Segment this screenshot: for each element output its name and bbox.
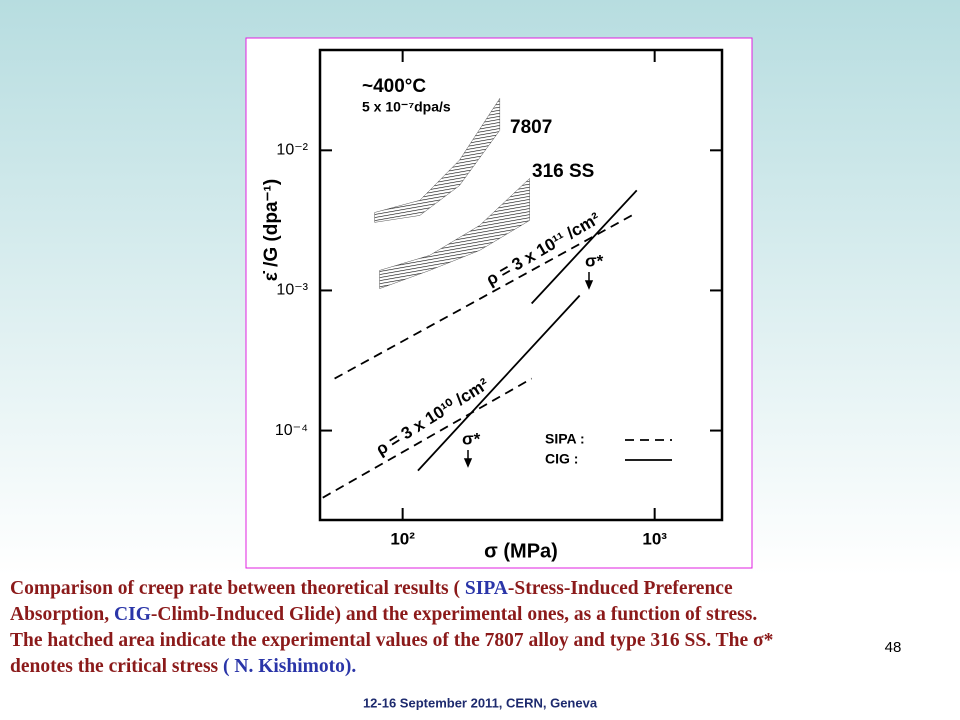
legend-label: CIG : <box>545 451 578 467</box>
caption-segment: -Stress-Induced Preference <box>508 578 733 599</box>
annotation: 7807 <box>510 117 552 138</box>
caption: Comparison of creep rate between theoret… <box>10 578 773 677</box>
hatched-band <box>379 177 530 290</box>
x-tick-label: 10³ <box>642 529 667 548</box>
y-tick-label: 10⁻⁴ <box>275 422 308 439</box>
caption-line: Absorption, CIG-Climb-Induced Glide) and… <box>10 604 757 625</box>
x-axis-label: σ (MPa) <box>484 540 558 562</box>
line-series <box>322 214 633 499</box>
caption-line: Comparison of creep rate between theoret… <box>10 578 733 599</box>
y-tick-label: 10⁻³ <box>276 282 308 299</box>
caption-segment: Absorption, <box>10 604 114 625</box>
caption-line: denotes the critical stress ( N. Kishimo… <box>10 656 356 677</box>
annotation: 5 x 10⁻⁷dpa/s <box>362 99 451 115</box>
caption-line: The hatched area indicate the experiment… <box>10 630 773 651</box>
arrow <box>584 272 594 290</box>
caption-segment: The hatched area indicate the experiment… <box>10 630 773 651</box>
annotation: σ* <box>585 251 604 270</box>
line-series <box>417 189 638 472</box>
caption-segment: SIPA <box>465 578 508 599</box>
hatched-band <box>374 97 501 223</box>
caption-segment: -Climb-Induced Glide) and the experiment… <box>151 604 757 625</box>
annotation: 316 SS <box>532 161 594 182</box>
caption-segment: denotes the critical stress <box>10 656 223 677</box>
annotation: ~400°C <box>362 76 426 97</box>
page-number: 48 <box>885 639 902 656</box>
y-tick-label: 10⁻² <box>276 142 308 159</box>
caption-segment: Comparison of creep rate between theoret… <box>10 578 465 599</box>
annotation: σ* <box>462 429 481 448</box>
arrow <box>463 450 473 468</box>
caption-segment: ( N. Kishimoto). <box>223 656 356 677</box>
caption-segment: CIG <box>114 604 151 625</box>
x-tick-label: 10² <box>390 529 415 548</box>
plot-frame <box>318 48 724 522</box>
footer: 12-16 September 2011, CERN, Geneva <box>363 695 598 710</box>
legend-label: SIPA : <box>545 431 585 447</box>
y-axis-label: ε̇ /G (dpa⁻¹) <box>261 179 282 281</box>
